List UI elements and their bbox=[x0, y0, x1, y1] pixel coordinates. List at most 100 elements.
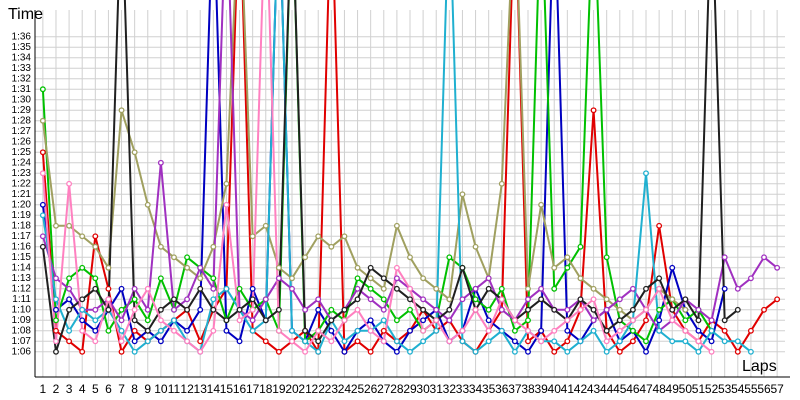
data-point bbox=[302, 327, 309, 334]
data-point bbox=[79, 317, 86, 324]
data-point bbox=[92, 243, 99, 250]
x-tick-label: 16 bbox=[233, 382, 247, 396]
x-tick-label: 23 bbox=[325, 382, 339, 396]
x-tick-label: 36 bbox=[495, 382, 509, 396]
data-point bbox=[511, 338, 518, 345]
data-point bbox=[538, 327, 545, 334]
data-point bbox=[131, 348, 138, 355]
y-tick-label: 1:35 bbox=[12, 42, 32, 53]
data-point bbox=[171, 254, 177, 261]
x-tick-label: 50 bbox=[679, 382, 693, 396]
data-point bbox=[328, 327, 335, 334]
data-point bbox=[472, 348, 479, 355]
data-point bbox=[92, 306, 99, 313]
y-tick-label: 1:06 bbox=[12, 346, 32, 357]
x-tick-label: 19 bbox=[272, 382, 286, 396]
data-point bbox=[433, 317, 440, 324]
data-point bbox=[485, 317, 492, 324]
data-point bbox=[53, 275, 59, 282]
x-tick-label: 30 bbox=[416, 382, 430, 396]
x-tick-label: 51 bbox=[692, 382, 706, 396]
y-tick-label: 1:22 bbox=[12, 178, 32, 189]
x-tick-label: 38 bbox=[521, 382, 535, 396]
y-tick-label: 1:15 bbox=[12, 252, 32, 263]
data-point bbox=[393, 275, 400, 282]
data-point bbox=[249, 285, 256, 292]
data-point bbox=[315, 338, 322, 345]
data-point bbox=[682, 338, 689, 345]
data-point bbox=[577, 275, 584, 282]
x-tick-label: 9 bbox=[144, 382, 151, 396]
data-point bbox=[407, 306, 413, 313]
data-point bbox=[590, 296, 597, 303]
data-point bbox=[118, 348, 125, 355]
data-point bbox=[551, 306, 558, 313]
y-tick-label: 1:32 bbox=[12, 73, 32, 84]
data-point bbox=[695, 327, 702, 334]
data-point bbox=[302, 254, 309, 261]
data-point bbox=[92, 327, 99, 334]
data-point bbox=[66, 296, 73, 303]
data-point bbox=[275, 348, 282, 355]
data-point bbox=[459, 296, 466, 303]
data-point bbox=[236, 317, 243, 324]
data-point bbox=[92, 338, 99, 345]
data-point bbox=[564, 348, 571, 355]
data-point bbox=[210, 275, 217, 282]
data-point bbox=[721, 254, 728, 261]
x-tick-label: 40 bbox=[548, 382, 562, 396]
y-tick-label: 1:28 bbox=[12, 115, 32, 126]
data-point bbox=[354, 275, 361, 282]
data-point bbox=[354, 264, 361, 271]
data-point bbox=[131, 296, 138, 303]
x-tick-label: 6 bbox=[105, 382, 112, 396]
data-point bbox=[79, 306, 86, 313]
data-point bbox=[498, 285, 505, 292]
data-point bbox=[39, 201, 46, 208]
data-point bbox=[367, 296, 374, 303]
data-point bbox=[577, 296, 584, 303]
data-point bbox=[223, 327, 230, 334]
data-point bbox=[603, 296, 610, 303]
data-point bbox=[79, 233, 86, 240]
data-point bbox=[695, 317, 702, 324]
data-point bbox=[446, 306, 453, 313]
data-point bbox=[459, 191, 466, 198]
data-point bbox=[197, 338, 204, 345]
data-point bbox=[446, 254, 453, 261]
data-point bbox=[315, 306, 322, 313]
data-point bbox=[131, 317, 138, 324]
data-point bbox=[354, 338, 361, 345]
data-point bbox=[131, 338, 138, 345]
data-point bbox=[341, 317, 348, 324]
x-tick-label: 43 bbox=[587, 382, 601, 396]
data-point bbox=[669, 338, 676, 345]
data-point bbox=[105, 285, 112, 292]
data-point bbox=[66, 180, 73, 187]
data-point bbox=[157, 306, 164, 313]
data-point bbox=[747, 327, 754, 334]
data-point bbox=[511, 327, 518, 334]
data-point bbox=[380, 275, 387, 282]
data-point bbox=[367, 327, 374, 334]
x-tick-label: 56 bbox=[757, 382, 771, 396]
data-point bbox=[223, 180, 230, 187]
data-point bbox=[380, 306, 387, 313]
data-point bbox=[656, 275, 663, 282]
x-tick-label: 32 bbox=[443, 382, 457, 396]
data-point bbox=[564, 254, 571, 261]
data-point bbox=[472, 306, 479, 313]
data-point bbox=[656, 222, 663, 229]
data-point bbox=[105, 327, 112, 334]
data-point bbox=[774, 264, 781, 271]
data-point bbox=[498, 327, 505, 334]
data-point bbox=[511, 317, 518, 324]
data-point bbox=[485, 275, 492, 282]
data-point bbox=[616, 296, 623, 303]
x-tick-label: 17 bbox=[246, 382, 260, 396]
data-point bbox=[564, 317, 571, 324]
x-tick-label: 29 bbox=[403, 382, 417, 396]
x-tick-label: 4 bbox=[79, 382, 86, 396]
data-point bbox=[629, 285, 636, 292]
data-point bbox=[734, 338, 741, 345]
